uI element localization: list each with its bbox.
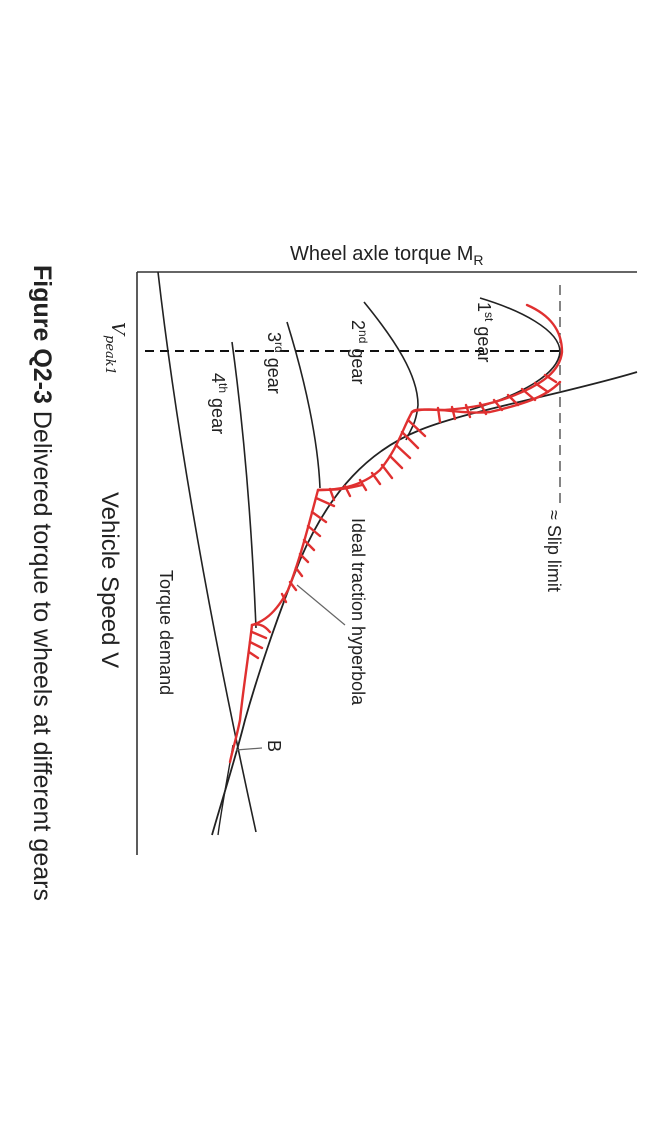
slip-limit-label: ≈ Slip limit xyxy=(544,510,564,592)
torque-demand-label: Torque demand xyxy=(156,570,176,695)
figure-caption: Figure Q2-3 Delivered torque to wheels a… xyxy=(28,265,56,901)
gear4-label: 4th gear xyxy=(208,373,230,434)
ideal-leader-line xyxy=(296,584,346,626)
gear2-label: 2nd gear xyxy=(348,320,370,384)
rotated-labels: ≈ Slip limit Ideal traction hyperbola To… xyxy=(28,265,564,901)
traction-deficit-hatch xyxy=(228,303,564,764)
gear1-curve xyxy=(469,297,561,411)
gear3-curve xyxy=(286,321,321,489)
axis-y-label: Wheel axle torque MR xyxy=(290,243,484,268)
vpeak-label: Vpeak1 xyxy=(102,322,128,375)
gear3-label: 3rd gear xyxy=(264,332,286,394)
torque-demand-curve xyxy=(157,271,257,833)
ideal-hyperbola-label: Ideal traction hyperbola xyxy=(348,518,368,706)
axes xyxy=(136,271,637,855)
b-leader-line xyxy=(235,747,263,751)
gear1-label: 1st gear xyxy=(474,302,496,362)
gear2-curve xyxy=(363,301,419,441)
gear4-curve xyxy=(231,341,257,629)
axis-x-label: Vehicle Speed V xyxy=(96,492,123,668)
point-b-label: B xyxy=(264,740,284,752)
ideal-traction-hyperbola xyxy=(211,371,638,836)
